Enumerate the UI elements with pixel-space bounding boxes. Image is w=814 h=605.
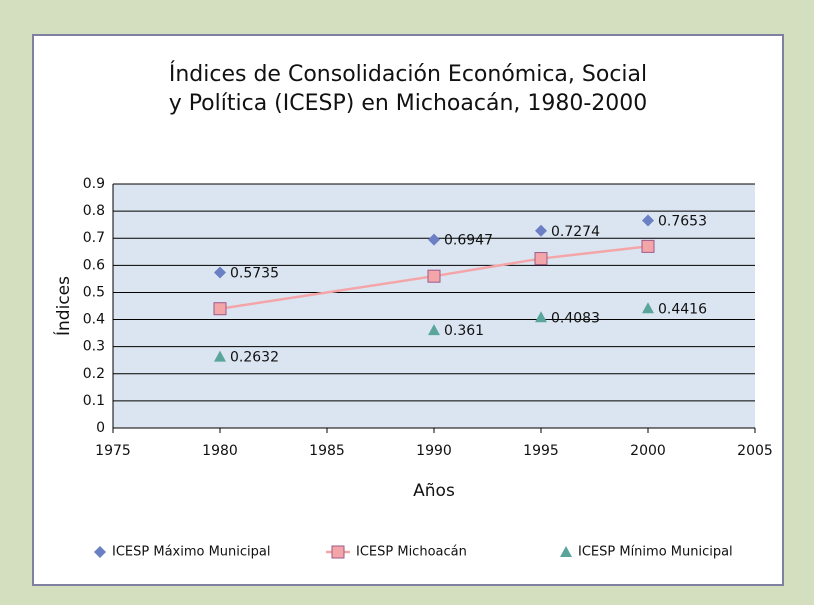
chart-title: y Política (ICESP) en Michoacán, 1980-20… [169,91,648,116]
data-point [427,269,441,283]
y-tick-label: 0.4 [83,312,105,328]
x-tick-label: 1985 [309,443,345,459]
y-tick-label: 0.1 [83,393,105,409]
data-point [535,224,547,237]
y-tick-label: 0.9 [83,176,105,192]
y-tick-label: 0.7 [83,230,105,246]
data-point [213,302,227,316]
series-line [219,245,649,310]
data-point [534,252,548,266]
x-tick-label: 1975 [95,443,131,459]
data-label: 0.4416 [658,301,707,317]
y-tick-label: 0.3 [83,339,105,355]
x-tick-label: 2000 [630,443,666,459]
data-point [214,266,226,279]
data-label: 0.6947 [444,233,493,249]
y-tick-label: 0.5 [83,284,105,300]
legend-marker [560,546,572,557]
x-tick-label: 1990 [416,443,452,459]
x-tick-label: 1995 [523,443,559,459]
data-label: 0.5735 [230,266,279,282]
y-axis-label: Índices [52,276,74,336]
legend-marker [331,545,345,559]
data-point [214,350,226,362]
chart-title: Índices de Consolidación Económica, Soci… [169,61,647,87]
x-axis-label: Años [413,481,455,501]
legend-marker [94,546,106,558]
data-point [428,324,440,336]
data-point [535,311,547,323]
legend-label: ICESP Michoacán [356,545,467,560]
x-tick-label: 1980 [202,443,238,459]
data-point [642,214,654,227]
y-tick-label: 0.6 [83,257,105,273]
data-point [428,233,440,246]
data-point [641,239,655,253]
data-point [642,302,654,314]
y-tick-label: 0.2 [83,366,105,382]
y-tick-label: 0.8 [83,203,105,219]
x-tick-label: 2005 [737,443,773,459]
y-tick-label: 0 [96,420,105,436]
data-label: 0.2632 [230,350,279,366]
legend-label: ICESP Mínimo Municipal [578,545,733,560]
data-label: 0.361 [444,323,484,339]
data-label: 0.4083 [551,310,600,326]
data-label: 0.7274 [551,224,600,240]
data-label: 0.7653 [658,214,707,230]
legend-label: ICESP Máximo Municipal [112,545,270,560]
